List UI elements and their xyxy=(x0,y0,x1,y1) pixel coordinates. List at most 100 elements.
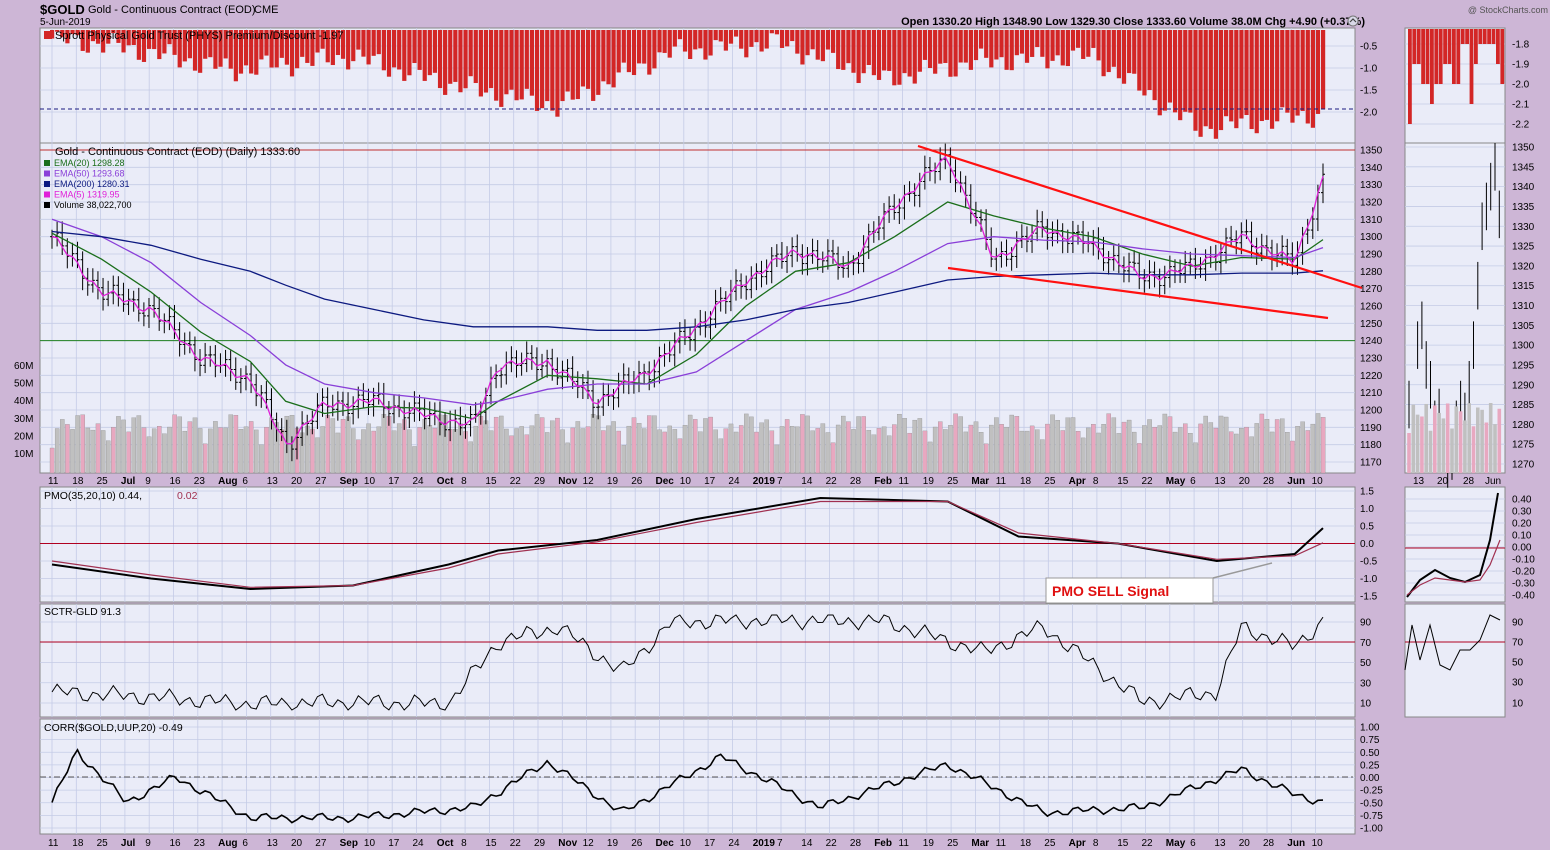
phys-bar-small xyxy=(1460,29,1465,44)
volume-bar xyxy=(80,414,85,474)
legend-swatch xyxy=(44,170,50,177)
x-tick-label-bottom: 11 xyxy=(899,838,910,849)
volume-bar xyxy=(754,431,759,474)
phys-bar xyxy=(397,30,402,70)
sctr-y-tick-small: 50 xyxy=(1512,658,1524,669)
volume-bar xyxy=(1045,423,1050,474)
price-y-tick: 1290 xyxy=(1360,250,1383,261)
phys-bar xyxy=(182,30,187,62)
phys-bar xyxy=(682,30,688,52)
corr-line xyxy=(51,748,1324,824)
x-tick-label-small: 20 xyxy=(1437,476,1449,487)
phys-bar xyxy=(187,30,193,59)
volume-bar xyxy=(504,428,509,474)
symbol-label: $GOLD xyxy=(40,2,85,17)
phys-bar xyxy=(1081,30,1086,59)
phys-bar xyxy=(141,30,147,62)
phys-bar xyxy=(1024,30,1030,63)
corr-y-tick: -1.00 xyxy=(1360,824,1383,835)
volume-bar xyxy=(596,415,601,474)
phys-bar-small xyxy=(1425,29,1430,84)
x-tick-label: 26 xyxy=(631,476,643,487)
volume-bar xyxy=(861,416,866,474)
volume-bar xyxy=(703,418,708,474)
volume-bar xyxy=(233,415,239,474)
phys-bar xyxy=(1193,30,1198,131)
settings-icon[interactable] xyxy=(1347,15,1359,27)
volume-bar xyxy=(1060,430,1066,474)
x-tick-label-bottom: 18 xyxy=(1020,838,1032,849)
x-tick-label: 25 xyxy=(97,476,109,487)
volume-y-tick: 30M xyxy=(14,414,33,425)
volume-bar-small xyxy=(1437,412,1441,473)
volume-bar xyxy=(356,439,361,474)
price-y-tick-small: 1345 xyxy=(1512,162,1535,173)
phys-bar xyxy=(381,30,386,71)
phys-bar xyxy=(1111,30,1116,67)
phys-bar xyxy=(1290,30,1295,123)
phys-bar xyxy=(1075,30,1081,48)
volume-bar xyxy=(351,428,356,474)
x-tick-label: 24 xyxy=(728,476,740,487)
corr-y-tick: 0.75 xyxy=(1360,735,1380,746)
phys-bar xyxy=(1178,30,1183,121)
volume-bar xyxy=(100,430,106,474)
pmo-y-tick: 1.5 xyxy=(1360,487,1374,498)
x-tick-label: 19 xyxy=(923,476,935,487)
phys-bar xyxy=(152,30,157,50)
legend-swatch xyxy=(44,191,50,198)
phys-bar xyxy=(172,30,177,55)
phys-bar xyxy=(468,30,473,77)
volume-bar xyxy=(713,429,718,474)
x-tick-label-bottom: 23 xyxy=(194,838,206,849)
volume-bar xyxy=(366,423,371,474)
phys-bar xyxy=(402,30,407,81)
phys-bar xyxy=(800,30,805,65)
price-y-tick-small: 1320 xyxy=(1512,261,1535,272)
corr-y-tick: 0.25 xyxy=(1360,760,1380,771)
phys-bar xyxy=(856,30,861,84)
volume-bar xyxy=(493,416,499,474)
phys-bar xyxy=(938,30,943,64)
x-tick-label-bottom: Jul xyxy=(121,838,136,849)
x-tick-label: 17 xyxy=(388,476,400,487)
chart-marks xyxy=(40,29,1505,824)
volume-bar xyxy=(667,425,672,474)
volume-bar xyxy=(335,432,341,474)
phys-bar xyxy=(820,30,825,62)
x-tick-label: 13 xyxy=(1214,476,1226,487)
x-tick-label-bottom: Jun xyxy=(1287,838,1305,849)
volume-bar xyxy=(1193,442,1198,474)
corr-y-tick: 0.50 xyxy=(1360,748,1380,759)
phys-bar xyxy=(948,30,953,77)
volume-bar-small xyxy=(1493,424,1497,473)
volume-bar xyxy=(1050,414,1055,474)
x-tick-label: 10 xyxy=(680,476,692,487)
volume-bar xyxy=(1249,436,1254,474)
phys-bar xyxy=(483,30,489,93)
x-tick-label-bottom: 13 xyxy=(1214,838,1226,849)
volume-y-tick: 10M xyxy=(14,449,33,460)
volume-bar xyxy=(146,436,152,474)
volume-bar xyxy=(1234,433,1239,474)
phys-bar xyxy=(825,30,831,50)
volume-bar xyxy=(371,430,376,474)
phys-bar xyxy=(75,30,80,36)
volume-bar xyxy=(65,424,70,474)
volume-bar xyxy=(835,424,841,474)
volume-bar xyxy=(687,414,693,474)
x-tick-label-bottom: 17 xyxy=(388,838,400,849)
volume-bar xyxy=(1259,413,1265,474)
phys-bar xyxy=(1137,30,1142,91)
pmo-y-tick-small: -0.30 xyxy=(1512,579,1535,590)
phys-bar xyxy=(243,30,249,66)
volume-bar xyxy=(238,429,244,474)
volume-bar xyxy=(963,431,969,474)
volume-bar xyxy=(647,415,652,474)
phys-bar xyxy=(1091,30,1096,48)
volume-bar xyxy=(932,426,938,474)
sctr-line-small xyxy=(1404,614,1501,671)
volume-bar xyxy=(1096,432,1101,474)
phys-bar xyxy=(739,30,744,49)
axis-labels: 11 11 18 18 25 25 Jul Jul 9 9 16 16 23 23 Aug Aug 6 6 13 13… xyxy=(14,40,1535,850)
